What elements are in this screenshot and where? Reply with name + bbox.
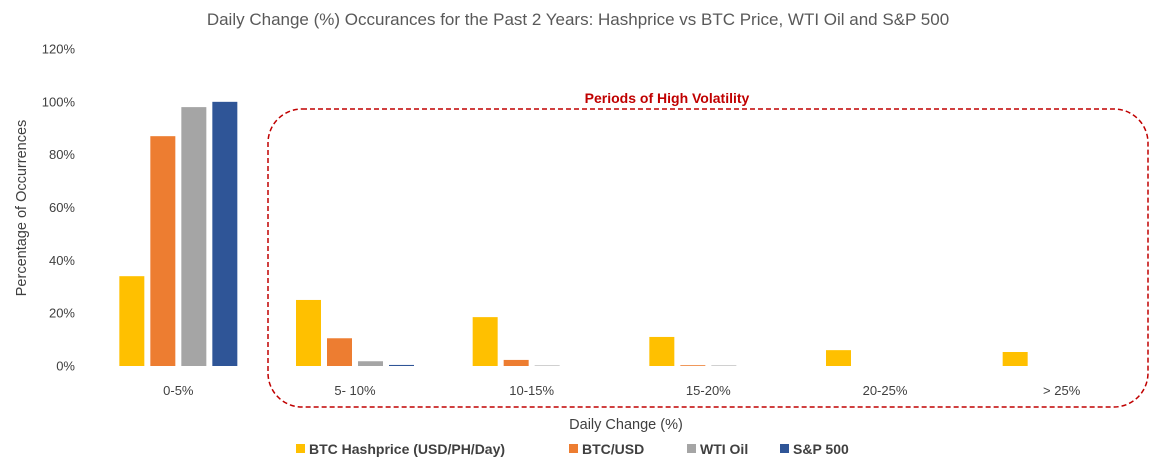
x-axis-title: Daily Change (%)	[569, 417, 683, 433]
x-tick-label: 20-25%	[863, 383, 908, 398]
legend-swatch	[687, 444, 696, 453]
bar	[358, 361, 383, 366]
x-axis-ticks: 0-5% 5- 10% 10-15% 15-20% 20-25% > 25%	[163, 383, 1081, 398]
x-tick-label: 5- 10%	[334, 383, 376, 398]
legend-label: WTI Oil	[700, 441, 748, 457]
y-tick-label: 120%	[42, 42, 76, 57]
legend-swatch	[296, 444, 305, 453]
chart-title: Daily Change (%) Occurances for the Past…	[207, 10, 949, 29]
legend-swatch	[780, 444, 789, 453]
y-tick-label: 20%	[49, 306, 75, 321]
legend-item: BTC/USD	[569, 441, 644, 457]
bar	[389, 364, 414, 366]
y-axis-title: Percentage of Occurrences	[14, 120, 30, 297]
y-axis-ticks: 0% 20% 40% 60% 80% 100% 120%	[42, 42, 76, 374]
bar	[680, 365, 706, 366]
bar	[296, 299, 321, 366]
y-tick-label: 80%	[49, 147, 75, 162]
bar	[1002, 351, 1028, 366]
x-tick-label: > 25%	[1043, 383, 1081, 398]
bar	[327, 338, 352, 366]
y-tick-label: 40%	[49, 253, 75, 268]
bar	[212, 101, 238, 366]
bar	[649, 336, 675, 366]
bar	[181, 107, 207, 366]
bar	[534, 365, 560, 366]
bar	[711, 365, 737, 366]
y-tick-label: 0%	[56, 359, 75, 374]
y-tick-label: 60%	[49, 200, 75, 215]
legend-item: BTC Hashprice (USD/PH/Day)	[296, 441, 505, 457]
legend-label: BTC Hashprice (USD/PH/Day)	[309, 441, 505, 457]
legend: BTC Hashprice (USD/PH/Day) BTC/USD WTI Oil…	[296, 441, 849, 457]
bars	[119, 101, 1028, 366]
bar	[119, 276, 145, 366]
legend-label: BTC/USD	[582, 441, 644, 457]
legend-item: S&P 500	[780, 441, 849, 457]
high-volatility-label: Periods of High Volatility	[585, 90, 750, 106]
x-tick-label: 10-15%	[509, 383, 554, 398]
y-tick-label: 100%	[42, 94, 76, 109]
bar	[150, 136, 176, 366]
bar	[503, 359, 529, 366]
x-tick-label: 15-20%	[686, 383, 731, 398]
bar	[472, 317, 498, 366]
x-tick-label: 0-5%	[163, 383, 194, 398]
high-volatility-region	[267, 108, 1149, 408]
bar	[826, 350, 851, 366]
legend-item: WTI Oil	[687, 441, 748, 457]
legend-swatch	[569, 444, 578, 453]
legend-label: S&P 500	[793, 441, 849, 457]
